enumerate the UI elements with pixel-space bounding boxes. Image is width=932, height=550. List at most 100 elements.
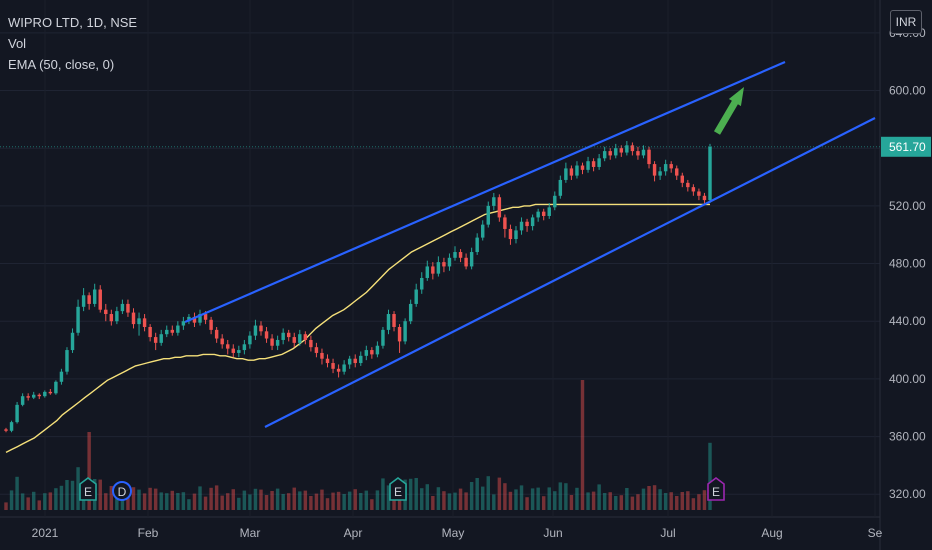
volume-bar	[115, 489, 119, 510]
candle-body	[503, 217, 507, 229]
volume-bar	[231, 489, 235, 510]
volume-bar	[558, 482, 563, 510]
candle-body	[187, 316, 191, 322]
volume-bar	[237, 497, 241, 510]
volume-bar	[59, 485, 64, 510]
volume-bar	[226, 493, 230, 510]
earnings-marker	[389, 477, 407, 501]
volume-bar	[203, 496, 208, 510]
candle-body	[386, 314, 391, 330]
volume-bar	[26, 497, 30, 510]
volume-bar	[569, 495, 574, 510]
candle-body	[165, 329, 169, 335]
volume-bar	[314, 493, 319, 510]
candle-body	[275, 339, 280, 346]
candle-body	[431, 266, 435, 274]
volume-bar	[43, 493, 47, 510]
volume-bar	[525, 497, 529, 510]
candle-body	[43, 391, 47, 397]
earnings-marker	[707, 477, 725, 501]
volume-bar	[447, 493, 452, 510]
candle-body	[414, 289, 418, 304]
volume-bar	[431, 496, 435, 510]
volume-bar	[625, 488, 629, 510]
ema-indicator-label[interactable]: EMA (50, close, 0)	[8, 57, 115, 72]
volume-bar	[708, 442, 712, 510]
volume-bar	[187, 499, 191, 510]
volume-bar	[420, 488, 424, 510]
volume-bar	[148, 487, 152, 510]
volume-bar	[281, 494, 285, 510]
ema-line	[5, 203, 710, 454]
candle-body	[220, 338, 224, 345]
trend-arrow[interactable]	[711, 83, 750, 136]
candle-body	[20, 396, 25, 405]
candle-body	[4, 429, 8, 431]
candle-body	[303, 334, 308, 340]
candle-body	[115, 311, 119, 322]
candle-body	[325, 358, 330, 364]
ema-50-line	[5, 203, 710, 454]
volume-bar	[475, 478, 479, 510]
chart-legend: WIPRO LTD, 1D, NSE Vol EMA (50, close, 0…	[8, 12, 137, 75]
volume-bar	[608, 492, 612, 510]
candle-body	[530, 217, 535, 227]
volume-bar	[214, 485, 219, 510]
candle-body	[697, 191, 701, 196]
candle-body	[54, 381, 58, 394]
candle-body	[347, 358, 352, 365]
candle-body	[181, 321, 186, 326]
volume-bar	[54, 488, 58, 510]
volume-bar	[614, 496, 618, 510]
candle-body	[359, 355, 363, 364]
candle-body	[486, 205, 490, 225]
volume-bar	[619, 495, 624, 510]
volume-bar	[31, 491, 36, 510]
volume-bar	[248, 494, 252, 510]
y-tick-label: 600.00	[889, 84, 926, 98]
volume-bar	[508, 491, 513, 510]
candle-body	[447, 257, 452, 267]
candle-body	[242, 344, 247, 351]
price-axis[interactable]: 320.00360.00400.00440.00480.00520.00560.…	[0, 26, 931, 501]
volume-indicator-label[interactable]: Vol	[8, 36, 27, 51]
volume-bar	[259, 489, 263, 510]
candle-body	[464, 257, 468, 267]
candle-body	[475, 237, 479, 253]
candle-body	[59, 371, 64, 382]
volume-bar	[458, 488, 463, 510]
x-tick-label: Feb	[138, 526, 159, 540]
candle-body	[309, 339, 313, 348]
volume-bar	[65, 480, 69, 510]
y-tick-label: 440.00	[889, 314, 926, 328]
volume-bar	[636, 494, 640, 510]
candle-body	[70, 332, 75, 351]
candle-body	[453, 252, 457, 258]
volume-bar	[298, 491, 302, 510]
x-tick-label: Mar	[240, 526, 261, 540]
currency-badge[interactable]: INR	[890, 10, 922, 34]
candle-body	[541, 211, 546, 216]
price-badge-bg	[881, 136, 931, 157]
time-axis[interactable]: 2021 Feb Mar Apr May Jun Jul Aug Se	[32, 526, 883, 540]
volume-bar	[153, 488, 158, 510]
volume-bar	[370, 499, 374, 510]
symbol-title[interactable]: WIPRO LTD, 1D, NSE	[8, 15, 138, 30]
channel-lines[interactable]	[184, 60, 876, 428]
volume-bar	[375, 490, 380, 510]
candle-body	[580, 165, 585, 170]
x-tick-label: May	[442, 526, 465, 540]
candles[interactable]	[4, 141, 712, 433]
candle-body	[231, 348, 235, 353]
arrow-shape	[713, 86, 744, 135]
volume-bar	[386, 485, 391, 510]
candle-body	[203, 314, 208, 320]
candle-body	[641, 149, 646, 156]
candle-body	[525, 221, 529, 227]
candle-body	[314, 347, 319, 353]
candle-body	[591, 161, 596, 167]
volume-bar	[675, 496, 679, 510]
